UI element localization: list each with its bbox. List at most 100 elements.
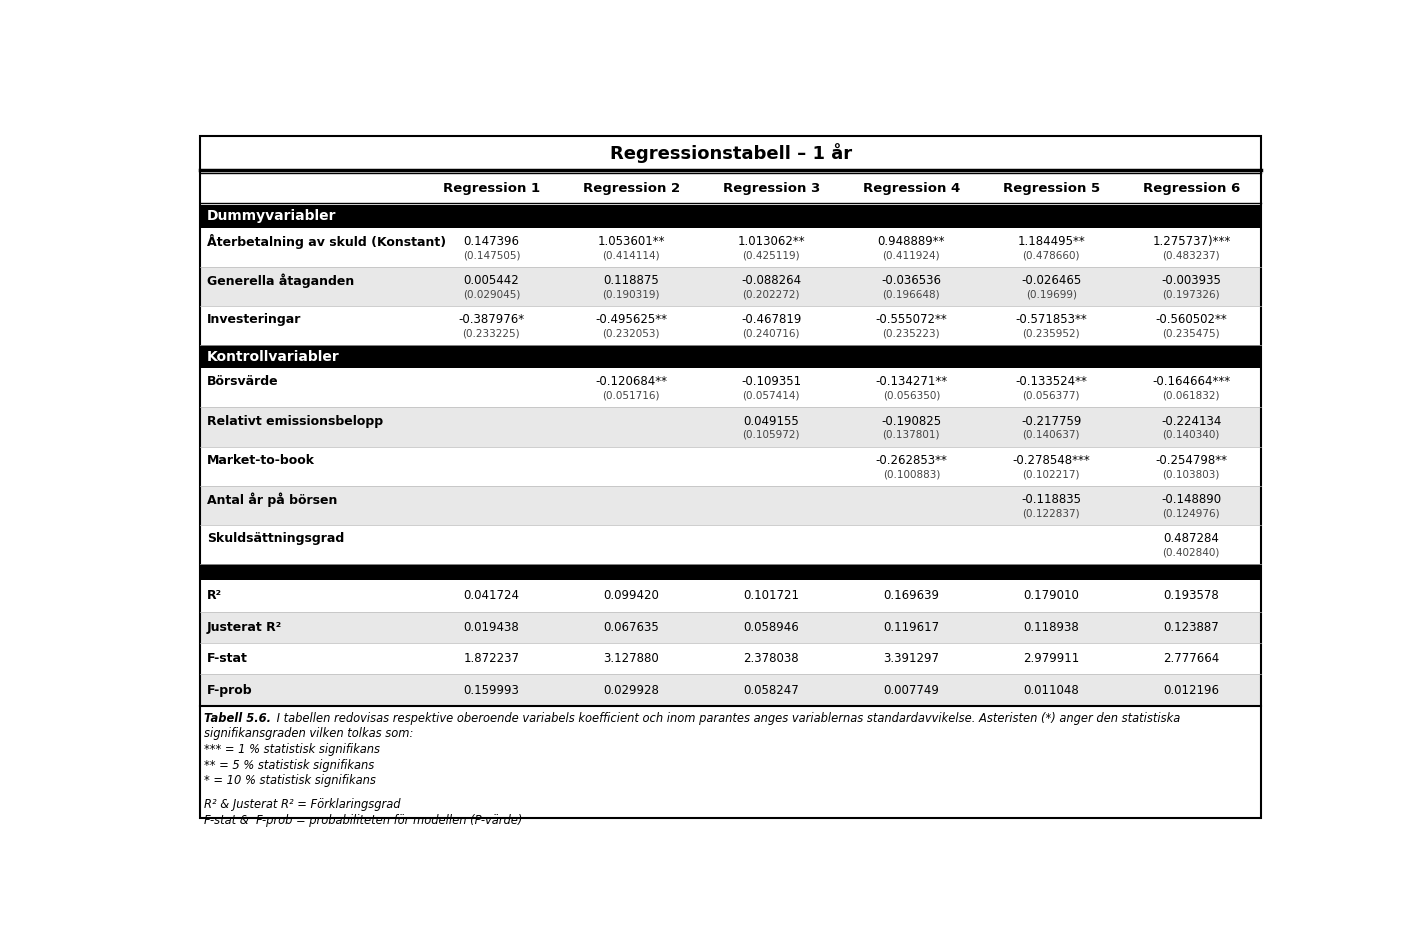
Text: F-stat &  F-prob = probabiliteten för modellen (P-värde): F-stat & F-prob = probabiliteten för mod… (204, 814, 522, 827)
Text: (0.103803): (0.103803) (1162, 469, 1221, 479)
Text: (0.197326): (0.197326) (1162, 289, 1221, 299)
Text: Market-to-book: Market-to-book (207, 454, 315, 467)
Text: Antal år på börsen: Antal år på börsen (207, 492, 338, 507)
Text: (0.061832): (0.061832) (1162, 390, 1221, 400)
Text: 3.391297: 3.391297 (883, 653, 940, 666)
Text: (0.235952): (0.235952) (1022, 328, 1079, 338)
Text: -0.036536: -0.036536 (881, 274, 941, 287)
Text: 0.147396: 0.147396 (463, 235, 519, 248)
Text: (0.19699): (0.19699) (1025, 289, 1077, 299)
Bar (200, 228, 1261, 267)
Text: (0.105972): (0.105972) (743, 430, 800, 440)
Text: -0.134271**: -0.134271** (876, 375, 947, 388)
Text: Regression 4: Regression 4 (863, 182, 960, 195)
Text: Tabell 5.6.: Tabell 5.6. (204, 712, 271, 725)
Text: Relativt emissionsbelopp: Relativt emissionsbelopp (207, 414, 384, 427)
Bar (200, 205, 1261, 228)
Text: 0.019438: 0.019438 (463, 621, 519, 634)
Text: -0.217759: -0.217759 (1021, 414, 1081, 427)
Text: (0.124976): (0.124976) (1162, 509, 1221, 518)
Text: Regression 6: Regression 6 (1142, 182, 1241, 195)
Text: (0.414114): (0.414114) (603, 250, 660, 260)
Text: 0.058946: 0.058946 (743, 621, 799, 634)
Text: 0.007749: 0.007749 (883, 683, 940, 696)
Text: -0.120684**: -0.120684** (596, 375, 667, 388)
Text: (0.056377): (0.056377) (1022, 390, 1079, 400)
Text: Regression 1: Regression 1 (443, 182, 540, 195)
Text: (0.233225): (0.233225) (462, 328, 520, 338)
Text: (0.147505): (0.147505) (462, 250, 520, 260)
Bar (200, 643, 1261, 675)
Text: 0.029928: 0.029928 (603, 683, 659, 696)
Text: (0.140340): (0.140340) (1162, 430, 1221, 440)
Text: 0.179010: 0.179010 (1024, 590, 1079, 603)
Text: -0.133524**: -0.133524** (1015, 375, 1087, 388)
Text: 1.275737)***: 1.275737)*** (1152, 235, 1231, 248)
Text: -0.571853**: -0.571853** (1015, 313, 1087, 326)
Text: -0.467819: -0.467819 (742, 313, 801, 326)
Text: 0.012196: 0.012196 (1164, 683, 1219, 696)
Text: 0.099420: 0.099420 (603, 590, 659, 603)
Text: R²: R² (207, 590, 222, 603)
Text: 3.127880: 3.127880 (603, 653, 659, 666)
Text: -0.278548***: -0.278548*** (1012, 454, 1091, 467)
Text: -0.262853**: -0.262853** (876, 454, 947, 467)
Text: signifikansgraden vilken tolkas som:: signifikansgraden vilken tolkas som: (204, 728, 414, 741)
Text: (0.137801): (0.137801) (883, 430, 940, 440)
Bar (200, 447, 1261, 486)
Text: 0.193578: 0.193578 (1164, 590, 1219, 603)
Text: Regression 2: Regression 2 (583, 182, 680, 195)
Text: -0.026465: -0.026465 (1021, 274, 1081, 287)
Text: -0.560502**: -0.560502** (1155, 313, 1228, 326)
Bar (200, 675, 1261, 705)
Text: (0.122837): (0.122837) (1022, 509, 1079, 518)
Text: 0.119617: 0.119617 (883, 621, 940, 634)
Text: (0.140637): (0.140637) (1022, 430, 1079, 440)
Text: -0.164664***: -0.164664*** (1152, 375, 1231, 388)
Text: 2.777664: 2.777664 (1164, 653, 1219, 666)
Bar (200, 306, 1261, 346)
Text: 0.948889**: 0.948889** (877, 235, 945, 248)
Text: R² & Justerat R² = Förklaringsgrad: R² & Justerat R² = Förklaringsgrad (204, 798, 401, 811)
Text: (0.051716): (0.051716) (603, 390, 660, 400)
Text: ** = 5 % statistisk signifikans: ** = 5 % statistisk signifikans (204, 758, 374, 771)
Text: (0.478660): (0.478660) (1022, 250, 1079, 260)
Text: Regression 3: Regression 3 (723, 182, 820, 195)
Text: I tabellen redovisas respektive oberoende variabels koefficient och inom parante: I tabellen redovisas respektive oberoend… (274, 712, 1181, 725)
Text: Investeringar: Investeringar (207, 313, 301, 326)
Bar (200, 368, 1261, 408)
Bar (200, 267, 1261, 306)
Text: 0.487284: 0.487284 (1164, 532, 1219, 545)
Bar (200, 408, 1261, 447)
Text: -0.109351: -0.109351 (742, 375, 801, 388)
Text: 0.159993: 0.159993 (463, 683, 519, 696)
Text: 1.872237: 1.872237 (463, 653, 519, 666)
Text: -0.495625**: -0.495625** (596, 313, 667, 326)
Text: (0.196648): (0.196648) (883, 289, 940, 299)
Text: (0.202272): (0.202272) (743, 289, 800, 299)
Bar (200, 346, 1261, 368)
Text: 2.378038: 2.378038 (743, 653, 799, 666)
Text: (0.100883): (0.100883) (883, 469, 940, 479)
Text: 0.067635: 0.067635 (603, 621, 659, 634)
Text: -0.555072**: -0.555072** (876, 313, 947, 326)
Text: -0.254798**: -0.254798** (1155, 454, 1228, 467)
Text: F-stat: F-stat (207, 653, 248, 666)
Text: 0.011048: 0.011048 (1024, 683, 1079, 696)
Text: 0.169639: 0.169639 (883, 590, 940, 603)
Bar (200, 526, 1261, 565)
Text: (0.057414): (0.057414) (743, 390, 800, 400)
Bar (200, 565, 1261, 580)
Text: -0.148890: -0.148890 (1161, 493, 1221, 506)
Text: -0.118835: -0.118835 (1021, 493, 1081, 506)
Text: 0.041724: 0.041724 (463, 590, 519, 603)
Text: Generella åtaganden: Generella åtaganden (207, 273, 354, 288)
Text: 0.118938: 0.118938 (1024, 621, 1079, 634)
Text: -0.224134: -0.224134 (1161, 414, 1222, 427)
Text: Dummyvariabler: Dummyvariabler (207, 210, 337, 223)
Text: 0.005442: 0.005442 (463, 274, 519, 287)
Bar (200, 173, 1261, 203)
Text: * = 10 % statistisk signifikans: * = 10 % statistisk signifikans (204, 774, 375, 787)
Text: Regressionstabell – 1 år: Regressionstabell – 1 år (610, 143, 851, 163)
Text: 0.049155: 0.049155 (743, 414, 799, 427)
